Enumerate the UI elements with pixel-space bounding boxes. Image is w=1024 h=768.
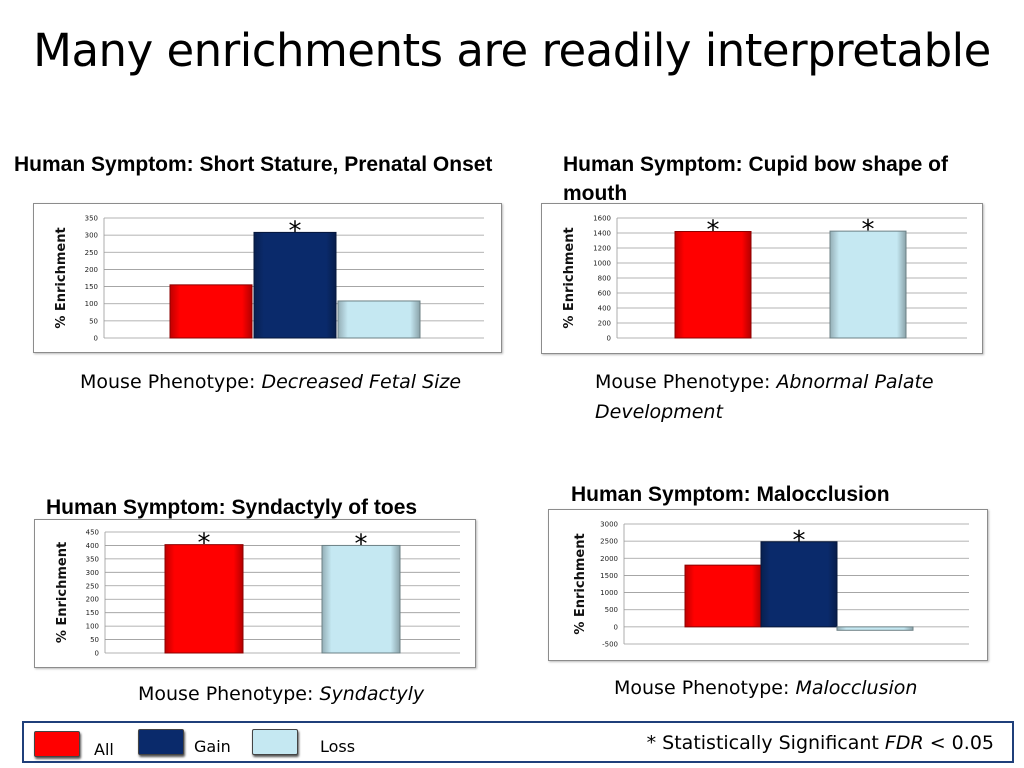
panel-1-ytick-label: 250 [85,249,98,257]
panel-4-ytick-label: 0 [614,623,618,631]
panel-4-ytick-label: 3000 [600,521,618,529]
panel-3-ytick-label: 100 [86,623,99,631]
panel-4-ytick-label: 2000 [600,555,618,563]
panel-1-y-axis-label: % Enrichment [54,227,69,328]
panel-4-significance-star-gain: * [793,526,806,556]
panel-3-significance-star-all: * [198,529,211,559]
panel-3-y-axis-label: % Enrichment [55,542,70,643]
panel-2-bar-loss [829,230,907,339]
panel-3-ytick-label: 300 [86,569,99,577]
panel-4-ytick-label: 500 [605,606,618,614]
panel-3-ytick-label: 0 [95,650,99,658]
panel-4-bar-gain [760,541,838,628]
panel-4-phenotype: Mouse Phenotype: Malocclusion [614,673,994,703]
panel-4-phenotype-name: Malocclusion [795,677,918,699]
panel-1-phenotype: Mouse Phenotype: Decreased Fetal Size [80,367,520,397]
panel-1-chart: 0 50 100 150 200 250 300 350 % Enrichment * [33,203,502,353]
panel-2-ytick-label: 1400 [593,230,611,238]
panel-4-symptom: Human Symptom: Malocclusion [571,483,890,506]
panel-3-phenotype-prefix: Mouse Phenotype: [138,683,320,705]
panel-4-chart-svg: -500 0 500 1000 1500 2000 2500 3000 % Enrichment… [573,521,969,649]
panel-2-ytick-label: 1000 [593,260,611,268]
panel-1-phenotype-name: Decreased Fetal Size [261,371,462,393]
significance-note-prefix: * Statistically Significant [646,732,885,754]
panel-1-bar-all [169,284,253,339]
significance-note: * Statistically Significant FDR < 0.05 [647,732,994,754]
panel-2-significance-star-loss: * [862,215,875,245]
panel-1-ytick-label: 50 [89,317,98,325]
legend-label-loss: Loss [320,737,356,756]
panel-4-ytick-label: 1500 [600,572,618,580]
panel-4-ytick-label: -500 [602,641,618,649]
panel-2-phenotype-prefix: Mouse Phenotype: [595,371,777,393]
panel-4-bar-loss [836,626,914,631]
panel-3-ytick-label: 400 [86,542,99,550]
panel-1-ytick-label: 200 [85,266,98,274]
panel-3-chart: 0 50 100 150 200 250 300 350 400 450 % Enrichment *… [34,519,476,668]
panel-2-phenotype-name: Abnormal Palate Development [595,371,934,423]
legend-swatch-gain [138,729,184,755]
panel-3-ytick-label: 200 [86,596,99,604]
panel-1-phenotype-prefix: Mouse Phenotype: [80,371,262,393]
legend-bar: All Gain Loss * Statistically Significan… [22,721,1014,763]
panel-2-chart: 0 200 400 600 800 1000 1200 1400 1600 % Enrichmen… [541,203,983,354]
panel-1-significance-star-gain: * [289,216,302,246]
panel-1-ytick-label: 150 [85,283,98,291]
panel-2-ytick-label: 0 [607,335,611,343]
panel-1-chart-svg: 0 50 100 150 200 250 300 350 % Enrichment * [54,215,484,343]
panel-2-symptom: Human Symptom: Cupid bow shape of mouth [563,153,949,205]
panel-2-ytick-label: 1200 [593,245,611,253]
panel-2-ytick-label: 800 [598,275,611,283]
legend-label-all: All [94,740,114,759]
panel-3-ytick-label: 50 [90,636,99,644]
panel-2-significance-star-all: * [707,216,720,246]
panel-1-bar-loss [337,300,421,339]
panel-3-phenotype: Mouse Phenotype: Syndactyly [138,679,498,709]
panel-3-ytick-label: 450 [86,529,99,537]
panel-3-bar-loss [321,544,401,654]
panel-4-ytick-label: 2500 [600,538,618,546]
panel-3-symptom: Human Symptom: Syndactyly of toes [46,496,418,519]
panel-3-phenotype-name: Syndactyly [319,683,425,705]
panel-1-ytick-label: 0 [94,335,98,343]
panel-2-chart-svg: 0 200 400 600 800 1000 1200 1400 1600 % Enrichmen… [562,215,967,343]
panel-1-ytick-label: 300 [85,232,98,240]
slide-title: Many enrichments are readily interpretab… [33,24,991,77]
panel-4-chart: -500 0 500 1000 1500 2000 2500 3000 % Enrichment… [548,509,988,661]
legend-swatch-loss [252,729,298,755]
significance-note-fdr: FDR [884,732,924,754]
panel-2-bar-all [674,231,752,339]
legend-swatch-all [34,731,80,757]
panel-1-symptom: Human Symptom: Short Stature, Prenatal O… [14,153,493,176]
panel-3-significance-star-loss: * [355,529,368,559]
legend-label-gain: Gain [194,737,231,756]
panel-3-ytick-label: 350 [86,555,99,563]
significance-note-suffix: < 0.05 [923,732,994,754]
panel-3-chart-svg: 0 50 100 150 200 250 300 350 400 450 % Enrichment *… [55,529,460,658]
panel-4-phenotype-prefix: Mouse Phenotype: [614,677,796,699]
panel-2-phenotype: Mouse Phenotype: Abnormal Palate Develop… [595,367,1005,427]
panel-2-ytick-label: 600 [598,290,611,298]
panel-2-ytick-label: 200 [598,320,611,328]
panel-1-bar-gain [253,231,337,339]
panel-2-ytick-label: 1600 [593,215,611,223]
panel-2-y-axis-label: % Enrichment [562,227,577,328]
panel-3-ytick-label: 250 [86,582,99,590]
panel-1-ytick-label: 100 [85,300,98,308]
panel-4-bar-all [684,564,762,628]
panel-2-ytick-label: 400 [598,305,611,313]
panel-3-ytick-label: 150 [86,609,99,617]
panel-4-ytick-label: 1000 [600,589,618,597]
panel-4-y-axis-label: % Enrichment [573,533,588,634]
panel-3-bar-all [164,544,244,654]
panel-1-ytick-label: 350 [85,215,98,223]
